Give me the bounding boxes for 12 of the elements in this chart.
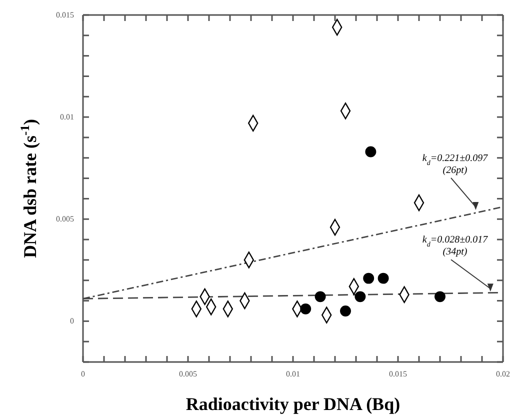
x-tick-label: 0.015 <box>389 370 407 379</box>
y-tick-label: 0.015 <box>56 10 74 20</box>
x-tick-label: 0 <box>81 370 85 379</box>
annotation: k$_{d}$=0.028±0.017 (34pt) <box>422 234 489 258</box>
x-tick-label: 0.02 <box>496 370 510 379</box>
y-tick-label: 0.005 <box>56 214 74 224</box>
x-tick-label: 0.005 <box>179 370 197 379</box>
x-axis-title: Radioactivity per DNA (Bq) <box>186 394 400 414</box>
y-tick-label: 0 <box>70 316 74 326</box>
x-tick-label: 0.01 <box>286 370 300 379</box>
y-tick-label: 0.01 <box>60 112 74 122</box>
annotation: k$_{d}$=0.221±0.097 (26pt) <box>422 152 489 176</box>
